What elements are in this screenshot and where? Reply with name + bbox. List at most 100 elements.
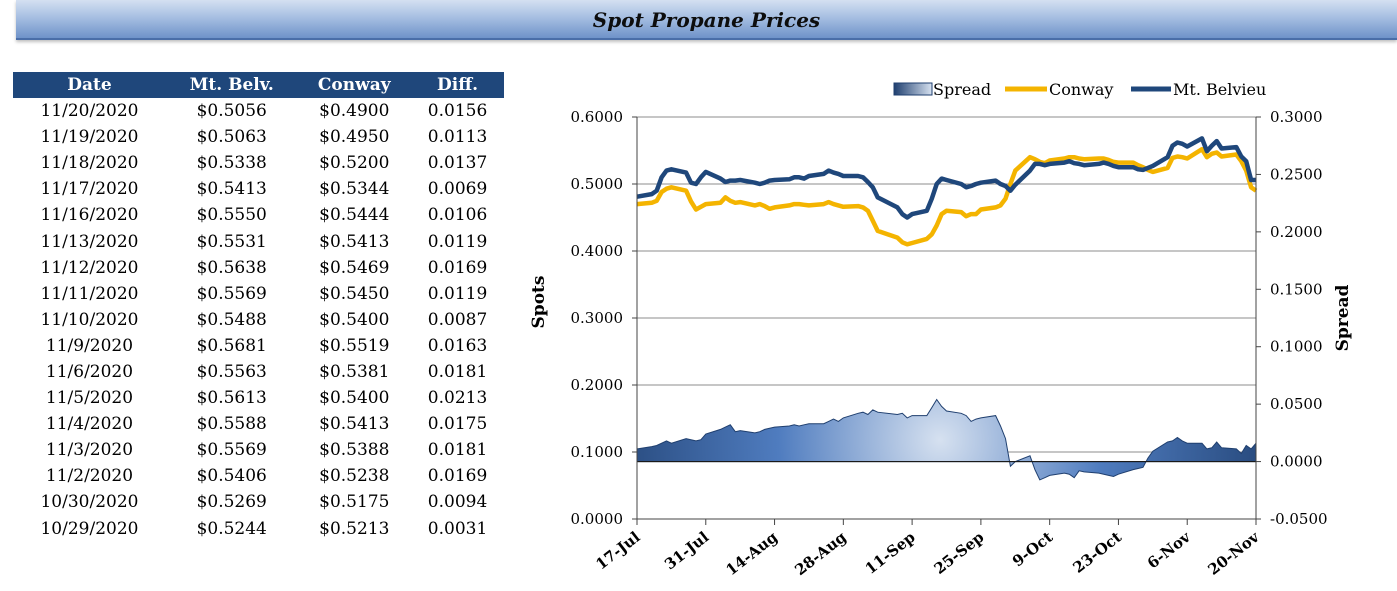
table-row: 11/16/2020 $0.5550 $0.5444 0.0106 [13,202,504,228]
mt-belv-cell: $0.5413 [196,179,267,200]
date-cell: 10/30/2020 [40,492,139,513]
mt-belv-cell: $0.5550 [196,205,267,226]
mt-belv-cell: $0.5244 [196,518,267,539]
diff-cell: 0.0094 [427,492,488,513]
date-cell: 11/9/2020 [45,335,134,356]
y-tick-label: 0.0000 [571,510,624,528]
spot-prices-chart: 0.0000 0.1000 0.2000 0.3000 0.4000 0.5000 0.60… [529,80,1353,580]
date-cell: 10/29/2020 [40,518,139,539]
table-row: 11/11/2020 $0.5569 $0.5450 0.0119 [13,281,504,307]
x-tick-label: 20-Nov [1204,527,1263,579]
x-tick-label: 17-Jul [592,528,643,574]
conway-cell: $0.5238 [319,466,390,487]
date-cell: 11/6/2020 [45,361,134,382]
diff-cell: 0.0213 [427,388,488,409]
y2-axis-label: Spread [1333,284,1353,351]
table-row: 11/20/2020 $0.5056 $0.4900 0.0156 [13,98,504,124]
y2-tick-label: 0.1500 [1270,280,1323,298]
diff-cell: 0.0113 [427,127,488,148]
legend-label-spread: Spread [933,80,991,99]
conway-cell: $0.5200 [319,153,390,174]
date-cell: 11/13/2020 [40,231,139,252]
table-row: 11/17/2020 $0.5413 $0.5344 0.0069 [13,176,504,202]
chart-legend: Spread Conway Mt. Belvieu [893,80,1266,99]
x-tick-label: 11-Sep [862,528,919,578]
date-cell: 11/11/2020 [40,283,139,304]
date-cell: 11/10/2020 [40,309,139,330]
prices-table: Date Mt. Belv. Conway Diff. 11/20/2020 $0… [13,72,504,542]
title-bar: Spot Propane Prices [16,0,1397,40]
mt-belv-cell: $0.5488 [196,309,267,330]
table-row: 11/9/2020 $0.5681 $0.5519 0.0163 [13,333,504,359]
y-tick-label: 0.6000 [571,108,624,126]
table-row: 11/6/2020 $0.5563 $0.5381 0.0181 [13,359,504,385]
table-header-row: Date Mt. Belv. Conway Diff. [13,72,504,98]
date-cell: 11/17/2020 [40,179,139,200]
spread-area-layer [636,398,1257,481]
x-tick-label: 25-Sep [931,528,988,578]
x-tick-label: 28-Aug [791,528,850,580]
mt-belvieu-line [636,136,1256,220]
spread-area [636,398,1257,481]
y-tick-label: 0.4000 [571,242,624,260]
conway-cell: $0.4950 [319,127,390,148]
conway-cell: $0.5469 [319,257,390,278]
diff-cell: 0.0119 [427,283,488,304]
date-cell: 11/5/2020 [45,388,134,409]
y-tick-label: 0.3000 [571,309,624,327]
date-cell: 11/3/2020 [45,440,134,461]
mt-belv-cell: $0.5613 [196,388,267,409]
mt-belv-cell: $0.5338 [196,153,267,174]
date-cell: 11/4/2020 [45,414,134,435]
header-diff: Diff. [411,72,504,98]
diff-cell: 0.0169 [427,257,488,278]
mt-belv-cell: $0.5063 [196,127,267,148]
header-mt-belv: Mt. Belv. [165,72,298,98]
mt-belv-cell: $0.5056 [196,101,267,122]
conway-cell: $0.5450 [319,283,390,304]
diff-cell: 0.0119 [427,231,488,252]
diff-cell: 0.0169 [427,466,488,487]
mt-belv-cell: $0.5569 [196,440,267,461]
x-tick-label: 23-Oct [1070,528,1125,577]
conway-cell: $0.5444 [319,205,390,226]
diff-cell: 0.0163 [427,335,488,356]
conway-cell: $0.5388 [319,440,390,461]
date-cell: 11/12/2020 [40,257,139,278]
mt-belv-cell: $0.5569 [196,283,267,304]
y-tick-label: 0.1000 [571,443,624,461]
date-cell: 11/2/2020 [45,466,134,487]
date-cell: 11/20/2020 [40,101,139,122]
conway-cell: $0.5400 [319,388,390,409]
conway-cell: $0.5344 [319,179,390,200]
date-cell: 11/19/2020 [40,127,139,148]
y2-tick-label: 0.0500 [1270,395,1323,413]
legend-swatch-spread [893,82,933,96]
date-cell: 11/18/2020 [40,153,139,174]
y-tick-label: 0.5000 [571,175,624,193]
page-title: Spot Propane Prices [592,8,821,32]
y2-tick-label: 0.1000 [1270,338,1323,356]
x-tick-label: 9-Oct [1009,528,1056,570]
conway-cell: $0.5213 [319,518,390,539]
mt-belv-cell: $0.5588 [196,414,267,435]
conway-cell: $0.5381 [319,361,390,382]
legend-label-conway: Conway [1049,80,1113,99]
diff-cell: 0.0181 [427,440,488,461]
table-row: 11/2/2020 $0.5406 $0.5238 0.0169 [13,463,504,489]
conway-cell: $0.5413 [319,414,390,435]
mt-belv-cell: $0.5406 [196,466,267,487]
table-row: 11/13/2020 $0.5531 $0.5413 0.0119 [13,228,504,254]
table-row: 11/12/2020 $0.5638 $0.5469 0.0169 [13,255,504,281]
diff-cell: 0.0137 [427,153,488,174]
header-date: Date [13,72,166,98]
diff-cell: 0.0156 [427,101,488,122]
table-row: 11/10/2020 $0.5488 $0.5400 0.0087 [13,307,504,333]
y2-tick-label: -0.0500 [1270,510,1328,528]
conway-cell: $0.5519 [319,335,390,356]
mt-belv-cell: $0.5531 [196,231,267,252]
y2-tick-label: 0.3000 [1270,108,1323,126]
mt-belv-cell: $0.5681 [196,335,267,356]
table-row: 11/19/2020 $0.5063 $0.4950 0.0113 [13,124,504,150]
mt-belv-cell: $0.5269 [196,492,267,513]
